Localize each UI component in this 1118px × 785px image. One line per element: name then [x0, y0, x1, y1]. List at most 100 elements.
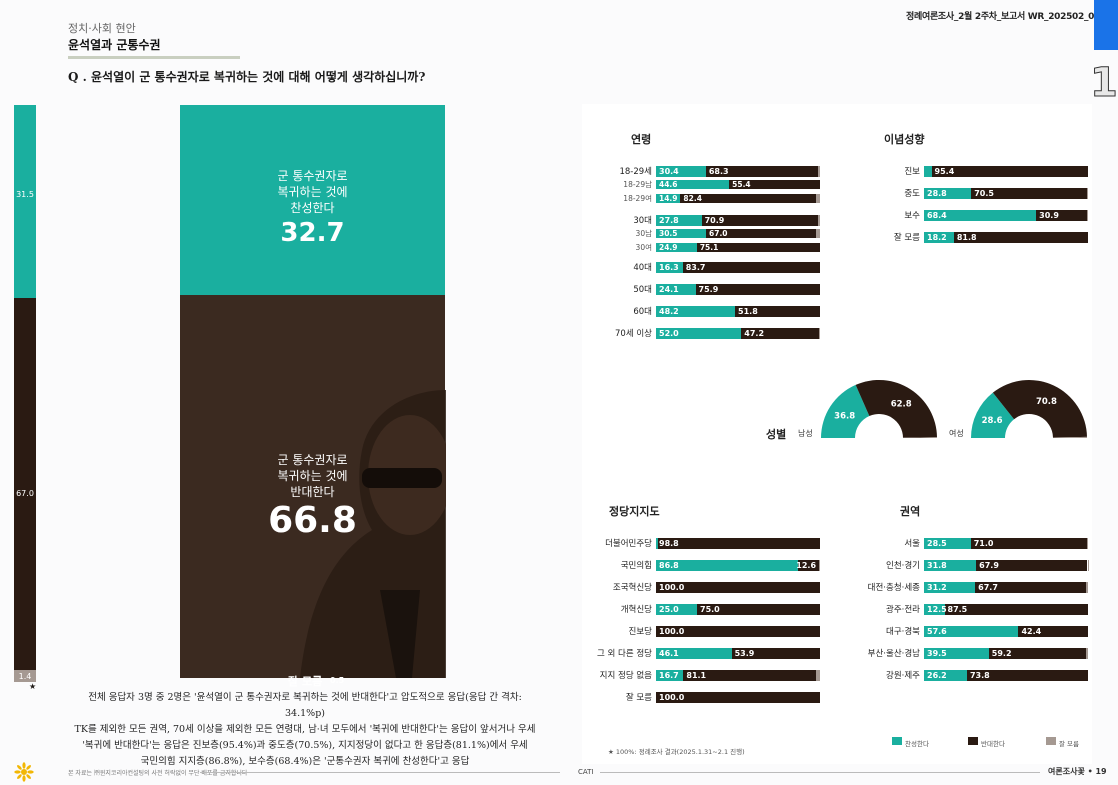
age-oppose-value: 75.1 — [699, 243, 719, 252]
party-row-bar: 100.0 — [656, 582, 820, 593]
party-oppose-segment — [656, 582, 820, 593]
ideology-support-value: 18.2 — [927, 233, 947, 242]
age-row-label: 18-29남 — [623, 180, 652, 189]
footer-rule-left — [200, 772, 560, 773]
ideology-oppose-segment — [953, 232, 1088, 243]
age-support-segment — [656, 262, 683, 273]
flower-logo-icon — [14, 762, 34, 782]
region-dk-segment — [1087, 538, 1088, 549]
legend-support-label: 찬성한다 — [905, 740, 929, 748]
region-support-segment — [924, 582, 976, 593]
donut-oppose-value: 70.8 — [1036, 397, 1057, 407]
overall-oppose-label: 군 통수권자로 복귀하는 것에 반대한다 — [277, 453, 348, 499]
ideology-oppose-value: 81.8 — [956, 233, 977, 242]
title-underline — [68, 56, 240, 59]
age-support-segment — [656, 180, 730, 189]
thin-bar-dk — [14, 670, 36, 682]
gender-female-donut: 28.6 70.8 — [971, 380, 1087, 438]
age-row-bar: 44.6 55.4 — [656, 180, 820, 189]
age-support-value: 16.3 — [659, 263, 679, 272]
age-row-label: 60대 — [633, 307, 652, 317]
age-support-value: 24.1 — [659, 285, 679, 294]
region-row-bar: 12.5 87.5 — [924, 604, 1088, 615]
region-row-label: 부산·울산·경남 — [867, 649, 920, 659]
ideology-row-label: 진보 — [904, 167, 920, 177]
age-support-segment — [656, 328, 742, 339]
party-row-bar: 16.7 81.1 — [656, 670, 820, 681]
age-support-value: 14.9 — [659, 194, 678, 203]
age-support-segment — [656, 284, 696, 295]
region-oppose-segment — [1018, 626, 1088, 637]
party-row-label: 잘 모름 — [625, 693, 652, 703]
region-support-value: 31.2 — [927, 583, 947, 592]
thin-bar-oppose — [14, 298, 36, 670]
legend-oppose-label: 반대한다 — [981, 740, 1005, 748]
party-oppose-value: 100.0 — [659, 627, 685, 636]
age-oppose-segment — [696, 243, 820, 252]
age-oppose-segment — [680, 194, 816, 203]
overall-support-label: 군 통수권자로 복귀하는 것에 찬성한다 — [277, 169, 348, 215]
gender-female-label: 여성 — [949, 429, 964, 438]
age-dk-segment — [817, 166, 820, 177]
party-oppose-value: 100.0 — [659, 583, 685, 592]
thin-bar-oppose-value: 67.0 — [16, 489, 34, 498]
age-row-label: 18-29여 — [623, 194, 652, 203]
age-support-value: 44.6 — [659, 180, 678, 189]
summary-line: 국민의힘 지지층(86.8%), 보수층(68.4%)은 '군통수권자 복귀에 … — [140, 756, 470, 767]
party-row-label: 지지 정당 없음 — [599, 671, 652, 681]
region-oppose-value: 59.2 — [991, 649, 1012, 658]
region-row-label: 강원·제주 — [886, 671, 920, 681]
donut-oppose-slice — [992, 380, 1087, 438]
region-support-value: 57.6 — [927, 627, 947, 636]
region-row-label: 인천·경기 — [886, 561, 920, 571]
age-dk-segment — [815, 194, 820, 203]
age-oppose-value: 47.2 — [744, 329, 765, 338]
age-row-bar: 52.0 47.2 — [656, 328, 820, 339]
region-oppose-value: 67.9 — [979, 561, 999, 570]
age-oppose-segment — [729, 180, 820, 189]
ideology-oppose-value: 30.9 — [1039, 211, 1059, 220]
region-row-bar: 26.2 73.8 — [924, 670, 1088, 681]
party-oppose-segment — [657, 538, 820, 549]
party-support-segment — [656, 538, 658, 549]
summary-paragraph: 전체 응답자 3명 중 2명은 '윤석열이 군 통수권자로 복귀하는 것에 반대… — [70, 690, 540, 770]
region-oppose-value: 42.4 — [1021, 627, 1042, 636]
region-support-value: 31.8 — [927, 561, 947, 570]
party-row-label: 진보당 — [628, 627, 652, 637]
age-support-segment — [656, 229, 707, 238]
party-row-label: 개혁신당 — [620, 605, 652, 615]
region-support-segment — [924, 538, 971, 549]
ideology-support-segment — [924, 166, 932, 177]
page-number-large: 18 — [1090, 60, 1118, 107]
region-support-value: 12.5 — [927, 605, 947, 614]
thin-bar-support-value: 31.5 — [16, 190, 34, 199]
person-photo-silhouette — [300, 390, 446, 678]
party-support-value: 98.8 — [659, 539, 679, 548]
gender-male-donut: 36.8 62.8 — [821, 380, 937, 438]
region-oppose-segment — [988, 648, 1086, 659]
donut-support-slice — [971, 392, 1015, 438]
overall-oppose-value: 66.8 — [268, 500, 357, 541]
party-row-label: 국민의힘 — [620, 561, 652, 571]
party-row-label: 그 외 다른 정당 — [596, 649, 652, 659]
footer-disclaimer: 본 자료는 ㈜윈지코리아컨설팅의 사전 허락없이 무단 배포를 금지합니다 — [68, 770, 248, 777]
age-row-label: 30여 — [635, 243, 652, 252]
region-row-bar: 39.5 59.2 — [924, 648, 1088, 659]
report-id: 정례여론조사_2월 2주차_보고서 WR_202502_0 — [906, 12, 1095, 22]
party-oppose-value: 100.0 — [659, 693, 685, 702]
age-support-segment — [656, 194, 681, 203]
age-row-bar: 30.5 67.0 — [656, 229, 820, 238]
party-oppose-value: 53.9 — [734, 649, 755, 658]
ideology-row-bar: 95.4 — [924, 166, 1088, 177]
age-oppose-value: 55.4 — [732, 180, 751, 189]
donut-support-slice — [821, 384, 870, 438]
party-support-value: 25.0 — [659, 605, 679, 614]
gender-title: 성별 — [766, 428, 787, 441]
party-oppose-segment — [683, 670, 817, 681]
age-row-label: 70세 이상 — [615, 329, 652, 339]
footer-method: CATI — [578, 768, 594, 776]
age-dk-segment — [818, 328, 820, 339]
section-title: 윤석열과 군통수권 — [68, 38, 161, 52]
party-row-label: 조국혁신당 — [612, 583, 652, 593]
ideology-oppose-segment — [971, 188, 1087, 199]
